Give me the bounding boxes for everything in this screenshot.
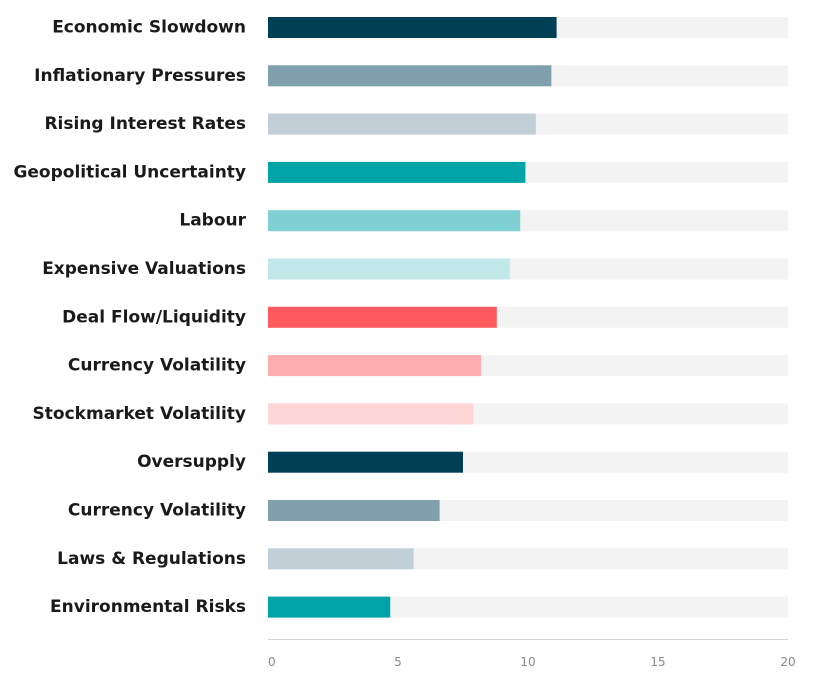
x-tick-label-10: 10	[520, 655, 535, 669]
category-label-economic-slowdown: Economic Slowdown	[52, 18, 246, 38]
bars-layer	[268, 17, 788, 618]
bar-rising-interest-rates	[268, 113, 536, 135]
category-label-geopolitical-uncertainty: Geopolitical Uncertainty	[13, 162, 246, 182]
bar-currency-volatility	[268, 355, 482, 377]
bar-inflationary-pressures	[268, 65, 552, 87]
bar-labour	[268, 210, 521, 232]
x-tick-label-20: 20	[780, 655, 795, 669]
category-label-laws-regulations: Laws & Regulations	[57, 549, 246, 569]
category-label-inflationary-pressures: Inflationary Pressures	[34, 66, 246, 86]
category-label-rising-interest-rates: Rising Interest Rates	[44, 114, 246, 134]
category-label-expensive-valuations: Expensive Valuations	[42, 259, 246, 279]
x-tick-label-5: 5	[394, 655, 402, 669]
x-tick-label-15: 15	[650, 655, 665, 669]
bar-stockmarket-volatility	[268, 403, 474, 425]
category-label-deal-flow-liquidity: Deal Flow/Liquidity	[62, 307, 246, 327]
x-axis-ticks: 0 5 10 15 20	[268, 655, 796, 669]
category-label-environmental-risks: Environmental Risks	[50, 597, 246, 617]
category-label-stockmarket-volatility: Stockmarket Volatility	[33, 404, 246, 424]
category-label-labour: Labour	[179, 211, 246, 231]
bar-laws-regulations	[268, 548, 414, 570]
bar-currency-volatility	[268, 500, 440, 521]
category-label-oversupply: Oversupply	[137, 452, 246, 472]
bar-environmental-risks	[268, 596, 391, 618]
bar-oversupply	[268, 451, 463, 473]
bar-deal-flow-liquidity	[268, 306, 497, 328]
bar-geopolitical-uncertainty	[268, 161, 526, 183]
category-label-currency-volatility: Currency Volatility	[68, 356, 246, 376]
category-label-currency-volatility: Currency Volatility	[68, 501, 246, 521]
x-tick-label-0: 0	[268, 655, 276, 669]
bar-track-environmental-risks	[268, 596, 788, 618]
bar-expensive-valuations	[268, 258, 510, 280]
bar-economic-slowdown	[268, 17, 557, 38]
category-labels: Economic Slowdown Inflationary Pressures R…	[13, 18, 246, 618]
